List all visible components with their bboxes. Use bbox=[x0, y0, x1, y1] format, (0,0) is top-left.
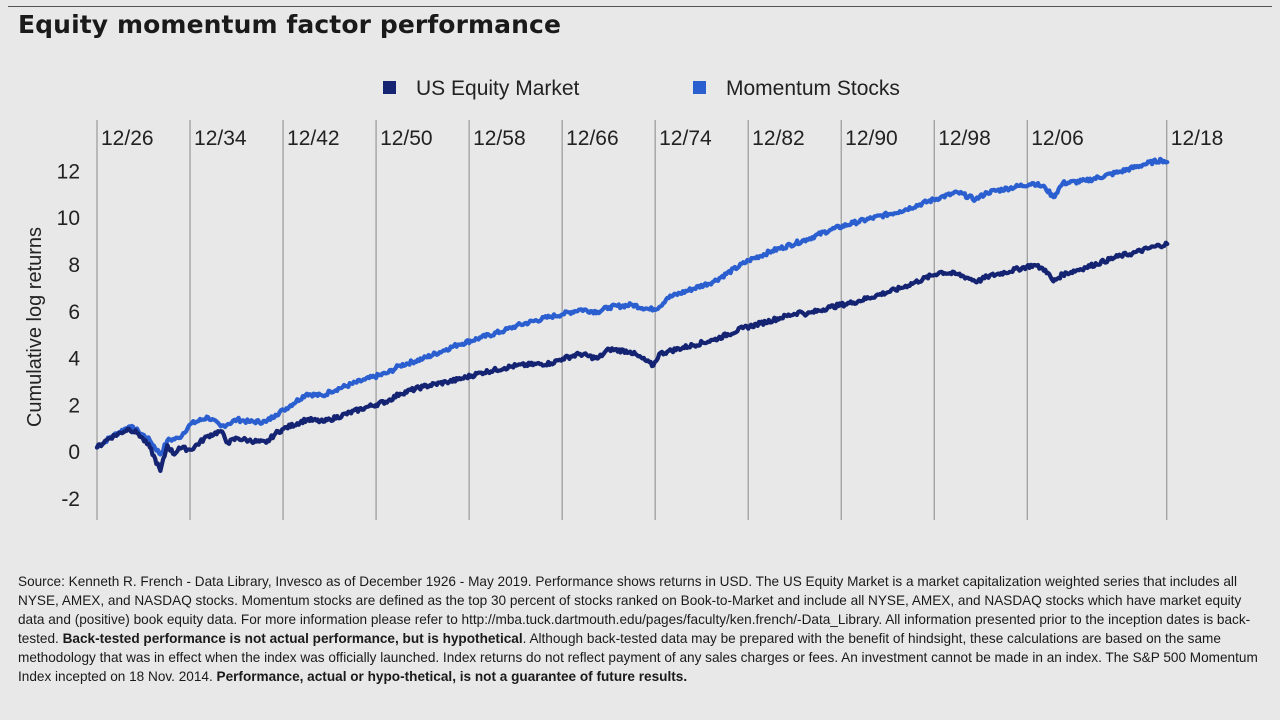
chart-area: 12/26 12/34 12/42 12/50 12/58 12/66 12/74 12/82… bbox=[24, 77, 1223, 520]
series-lines bbox=[94, 156, 1170, 473]
footnote-text-2: . Although back-tested data may be prepa… bbox=[18, 631, 1258, 684]
legend-label-us-equity: US Equity Market bbox=[416, 77, 580, 100]
footnote-bold-2: Performance, actual or hypo-thetical, is… bbox=[216, 669, 688, 684]
footnote-bold-1: Back-tested performance is not actual pe… bbox=[62, 631, 523, 646]
y-tick-label: 10 bbox=[57, 207, 80, 230]
x-tick-label: 12/90 bbox=[845, 127, 898, 150]
x-tick-label: 12/58 bbox=[473, 127, 526, 150]
y-tick-label: -2 bbox=[61, 488, 80, 511]
y-tick-labels: -2 0 2 4 6 8 10 12 bbox=[57, 160, 81, 510]
top-rule bbox=[8, 6, 1272, 7]
x-tick-label: 12/42 bbox=[287, 127, 340, 150]
legend-swatch-momentum bbox=[693, 81, 706, 94]
x-tick-labels: 12/26 12/34 12/42 12/50 12/58 12/66 12/74 12/82… bbox=[101, 127, 1223, 150]
source-footnote: Source: Kenneth R. French - Data Library… bbox=[18, 572, 1264, 686]
y-tick-label: 6 bbox=[68, 301, 80, 324]
x-tick-label: 12/98 bbox=[938, 127, 991, 150]
y-tick-label: 0 bbox=[68, 441, 80, 464]
x-tick-label: 12/26 bbox=[101, 127, 154, 150]
legend: US Equity Market Momentum Stocks bbox=[383, 77, 900, 100]
y-tick-label: 12 bbox=[57, 160, 80, 183]
x-tick-label: 12/18 bbox=[1171, 127, 1224, 150]
gridlines bbox=[96, 120, 1168, 520]
legend-swatch-us-equity bbox=[383, 81, 396, 94]
x-tick-label: 12/34 bbox=[194, 127, 247, 150]
y-tick-label: 2 bbox=[68, 394, 80, 417]
legend-label-momentum: Momentum Stocks bbox=[726, 77, 900, 100]
x-tick-label: 12/66 bbox=[566, 127, 619, 150]
us-equity-market-line bbox=[94, 240, 1170, 473]
x-tick-label: 12/06 bbox=[1031, 127, 1084, 150]
y-axis-label: Cumulative log returns bbox=[24, 227, 46, 427]
momentum-stocks-line bbox=[94, 156, 1170, 457]
footnote-text-1: Source: Kenneth R. French - Data Library… bbox=[18, 574, 1251, 646]
x-tick-label: 12/82 bbox=[752, 127, 805, 150]
y-tick-label: 8 bbox=[68, 254, 80, 277]
x-tick-label: 12/50 bbox=[380, 127, 433, 150]
chart-title: Equity momentum factor performance bbox=[18, 10, 561, 39]
x-tick-label: 12/74 bbox=[659, 127, 712, 150]
y-tick-label: 4 bbox=[68, 348, 80, 371]
